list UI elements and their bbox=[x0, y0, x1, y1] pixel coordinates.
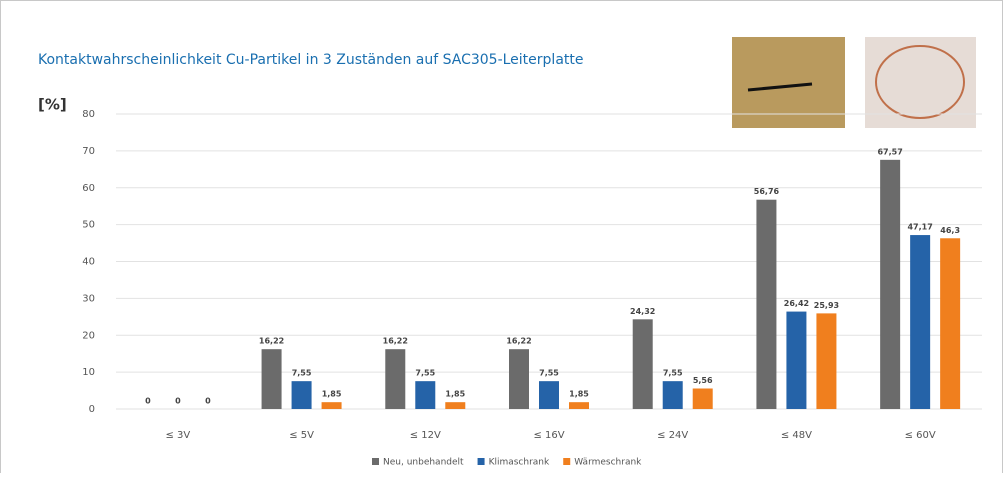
value-label: 16,22 bbox=[506, 337, 531, 346]
value-label: 7,55 bbox=[663, 369, 683, 378]
value-label: 26,42 bbox=[784, 299, 809, 308]
bar bbox=[385, 349, 406, 409]
bar bbox=[415, 381, 436, 409]
value-label: 0 bbox=[145, 397, 151, 406]
bar bbox=[509, 349, 529, 409]
bar bbox=[445, 402, 466, 409]
value-label: 7,55 bbox=[539, 369, 559, 378]
value-label: 0 bbox=[175, 397, 181, 406]
legend-label: Wärmeschrank bbox=[574, 458, 642, 468]
y-tick-label: 50 bbox=[82, 220, 95, 231]
y-tick-label: 10 bbox=[82, 367, 95, 378]
x-tick-label: ≤ 24V bbox=[657, 430, 688, 441]
y-axis-label: [%] bbox=[38, 96, 67, 114]
bar bbox=[321, 402, 342, 409]
value-label: 25,93 bbox=[814, 301, 839, 310]
x-tick-label: ≤ 12V bbox=[410, 430, 441, 441]
bar bbox=[756, 199, 777, 409]
value-label: 16,22 bbox=[259, 337, 284, 346]
value-label: 7,55 bbox=[292, 369, 312, 378]
legend-label: Klimaschrank bbox=[489, 458, 550, 468]
chart-title: Kontaktwahrscheinlichkeit Cu-Partikel in… bbox=[38, 52, 584, 68]
photo-detail bbox=[747, 82, 813, 92]
bar bbox=[910, 235, 931, 409]
photo bbox=[732, 37, 845, 128]
y-tick-label: 60 bbox=[82, 183, 95, 194]
y-tick-label: 80 bbox=[82, 109, 95, 120]
y-tick-label: 20 bbox=[82, 330, 95, 341]
bar bbox=[569, 402, 589, 409]
bar bbox=[539, 381, 559, 409]
bar bbox=[261, 349, 282, 409]
y-tick-label: 30 bbox=[82, 293, 95, 304]
legend-swatch bbox=[563, 458, 571, 465]
photo-detail bbox=[875, 45, 965, 119]
legend-label: Neu, unbehandelt bbox=[383, 458, 464, 468]
value-label: 46,3 bbox=[940, 226, 960, 235]
x-tick-label: ≤ 5V bbox=[289, 430, 314, 441]
legend-swatch bbox=[477, 458, 485, 465]
value-label: 7,55 bbox=[415, 369, 435, 378]
value-label: 1,85 bbox=[445, 390, 465, 399]
value-label: 56,76 bbox=[754, 187, 780, 196]
y-tick-label: 0 bbox=[89, 404, 95, 415]
value-label: 16,22 bbox=[383, 337, 408, 346]
x-tick-label: ≤ 3V bbox=[165, 430, 190, 441]
value-label: 5,56 bbox=[693, 376, 713, 385]
value-label: 67,57 bbox=[877, 147, 902, 156]
bar bbox=[291, 381, 312, 409]
value-label: 1,85 bbox=[322, 390, 342, 399]
bar bbox=[816, 313, 837, 409]
x-tick-label: ≤ 16V bbox=[533, 430, 564, 441]
x-tick-label: ≤ 60V bbox=[905, 430, 936, 441]
x-tick-label: ≤ 48V bbox=[781, 430, 812, 441]
y-tick-label: 40 bbox=[82, 257, 95, 268]
bar bbox=[786, 311, 807, 409]
legend-swatch bbox=[372, 458, 379, 465]
bar bbox=[632, 319, 653, 409]
bar bbox=[940, 238, 961, 409]
bar bbox=[880, 159, 901, 409]
bar bbox=[692, 388, 713, 409]
photo bbox=[865, 37, 976, 128]
value-label: 0 bbox=[205, 397, 211, 406]
value-label: 47,17 bbox=[907, 223, 932, 232]
bar bbox=[662, 381, 683, 409]
y-tick-label: 70 bbox=[82, 146, 95, 157]
value-label: 1,85 bbox=[569, 390, 589, 399]
value-label: 24,32 bbox=[630, 307, 655, 316]
